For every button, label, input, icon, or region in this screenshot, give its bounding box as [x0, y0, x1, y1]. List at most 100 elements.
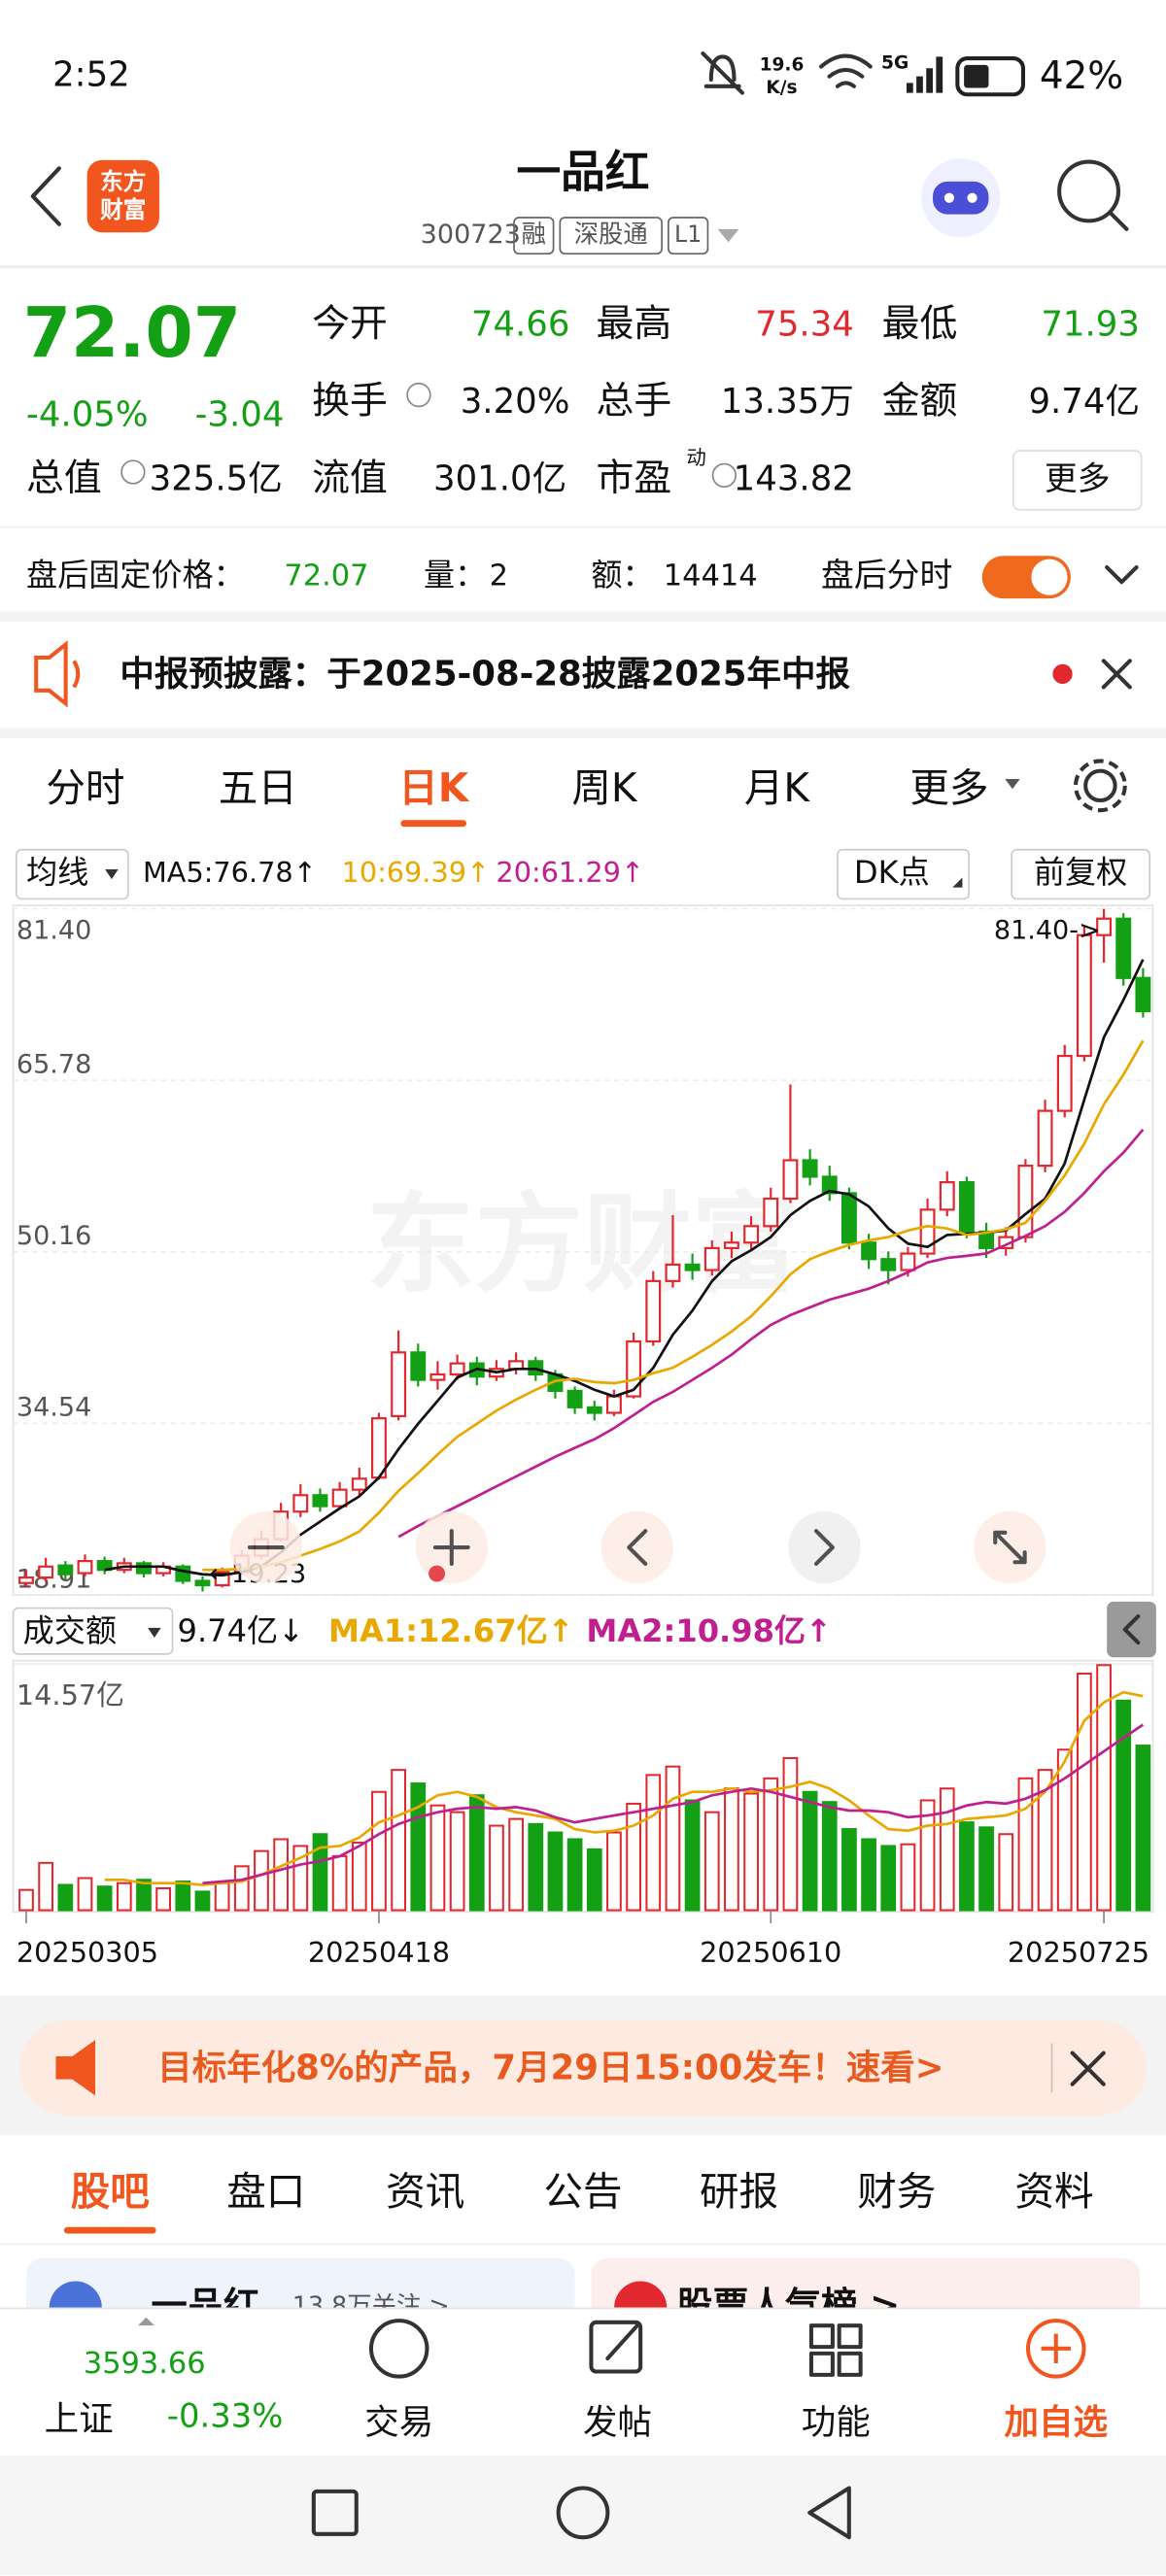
nav-item[interactable]: 加自选 [1005, 2403, 1109, 2443]
volume-bar [939, 1787, 955, 1912]
tab-underline [400, 820, 466, 828]
net-unit: K/s [766, 78, 797, 98]
candle-body [919, 1208, 936, 1255]
dropdown-arrow[interactable] [717, 228, 739, 243]
scroll-left[interactable] [600, 1510, 673, 1584]
candle-body [665, 1263, 681, 1282]
field-value: 143.82 [734, 458, 854, 498]
card[interactable] [26, 2257, 575, 2356]
after-hours-volume: 2 [490, 559, 508, 593]
info-icon[interactable] [711, 462, 737, 489]
section-tab[interactable]: 财务 [857, 2168, 936, 2215]
candle-body [626, 1339, 642, 1398]
volume-bar [371, 1790, 387, 1912]
y-tick-label: 65.78 [17, 1049, 91, 1079]
logo[interactable] [86, 159, 159, 233]
candle-body [391, 1351, 407, 1417]
x-tick-label: 20250610 [700, 1936, 841, 1969]
period-tab-active[interactable]: 日K [398, 764, 470, 811]
section-tab[interactable]: 盘口 [226, 2168, 305, 2215]
candle-body [684, 1263, 701, 1271]
candle-body [605, 1395, 622, 1414]
section-tab[interactable]: 公告 [543, 2168, 622, 2215]
volume-indicator-select[interactable] [12, 1607, 174, 1655]
notice-text[interactable]: 中报预披露：于2025-08-28披露2025年中报 [120, 655, 850, 695]
info-icon[interactable] [406, 382, 431, 408]
promo-banner[interactable] [19, 2019, 1147, 2116]
index-value[interactable]: 3593.66 [84, 2347, 206, 2381]
volume-bar [1115, 1699, 1132, 1912]
close-notice[interactable] [1101, 659, 1132, 690]
y-tick-label: 14.57亿 [17, 1678, 124, 1712]
card[interactable] [591, 2257, 1140, 2356]
card-icon [49, 2281, 102, 2308]
more-button[interactable] [1012, 450, 1143, 511]
field-label: 市盈 [597, 457, 672, 500]
search-button[interactable] [1057, 159, 1121, 223]
period-tab[interactable]: 五日 [219, 764, 297, 811]
volume-bar [18, 1888, 34, 1912]
candle-body [1056, 1054, 1073, 1112]
stock-code: 300723 [421, 220, 521, 250]
indicator-select[interactable] [16, 848, 129, 900]
section-tab[interactable]: 资料 [1015, 2168, 1094, 2215]
avatar-eye [943, 192, 954, 203]
period-tab[interactable]: 更多 [909, 764, 988, 811]
field-value: 301.0亿 [433, 458, 566, 498]
gap [0, 611, 1166, 622]
volume-bar [254, 1849, 269, 1912]
volume-bar [724, 1787, 739, 1912]
field-label: 总值 [26, 457, 102, 500]
mute-icon [701, 51, 744, 95]
signal-bars [906, 56, 943, 93]
nav-item[interactable]: 功能 [802, 2403, 871, 2443]
period-tab[interactable]: 分时 [46, 764, 124, 811]
settings-button[interactable] [1083, 768, 1117, 803]
adjust-button[interactable] [1011, 848, 1150, 900]
info-icon[interactable] [120, 459, 146, 485]
back-button[interactable] [30, 166, 61, 226]
volume-bar [959, 1821, 975, 1912]
dropdown-arrow [148, 1627, 161, 1638]
nav-item[interactable]: 交易 [364, 2403, 433, 2443]
volume-bar [351, 1841, 367, 1912]
recents-button[interactable] [311, 2489, 359, 2536]
volume-bar [665, 1765, 681, 1912]
candle-body [312, 1494, 328, 1508]
section-tab[interactable]: 研报 [700, 2168, 778, 2215]
collapse-tab[interactable] [1107, 1601, 1156, 1658]
close-banner[interactable] [1070, 2051, 1106, 2086]
volume-bar [684, 1799, 701, 1912]
volume-bar [391, 1769, 406, 1912]
field-value: 71.93 [1041, 305, 1140, 345]
back-nav-button[interactable] [807, 2486, 851, 2540]
toggle-knob [1031, 559, 1068, 595]
volume-bar [978, 1826, 994, 1912]
signal-type: 5G [881, 53, 909, 74]
candle-body [194, 1579, 211, 1587]
banner-divider [1050, 2043, 1053, 2093]
after-hours-amount: 14414 [664, 559, 758, 593]
adjust-label: 前复权 [1034, 854, 1127, 891]
avatar-face [933, 181, 989, 215]
expand-arrow[interactable] [1105, 564, 1139, 585]
candle-body [782, 1159, 799, 1201]
scroll-right[interactable] [788, 1510, 861, 1584]
nav-item[interactable]: 发帖 [583, 2403, 652, 2443]
candle-body [1076, 933, 1092, 1058]
home-button[interactable] [556, 2486, 610, 2540]
card-title: 股票人气榜 > [676, 2284, 900, 2326]
red-dot [429, 1565, 446, 1582]
dk-button[interactable] [837, 848, 971, 900]
wifi-icon [819, 53, 873, 88]
after-hours-price: 72.07 [284, 559, 368, 593]
period-tab[interactable]: 周K [571, 764, 638, 811]
net-speed: 19.6 [760, 54, 805, 75]
volume-bar [1017, 1777, 1034, 1912]
period-tab[interactable]: 月K [744, 764, 811, 811]
section-tab[interactable]: 资讯 [386, 2168, 464, 2215]
section-tab-active[interactable]: 股吧 [71, 2168, 150, 2215]
field-label: 最高 [597, 302, 672, 346]
badge [668, 217, 709, 255]
candle-body [429, 1373, 446, 1381]
